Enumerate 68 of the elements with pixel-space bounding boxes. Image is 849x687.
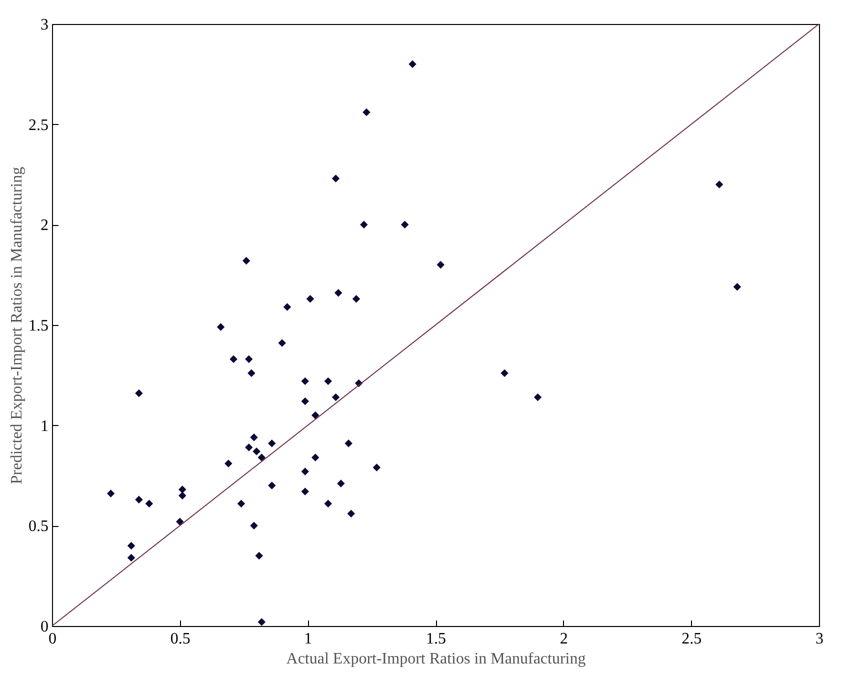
y-tick-label: 2 — [40, 217, 48, 234]
point — [244, 444, 253, 452]
point — [372, 464, 381, 472]
y-tick-label: 3 — [40, 16, 48, 34]
point — [135, 496, 143, 504]
point — [283, 303, 292, 311]
point — [250, 522, 258, 530]
x-tick-label: 1.5 — [426, 630, 446, 648]
point — [145, 500, 154, 508]
point — [500, 369, 508, 378]
point — [306, 295, 314, 303]
point — [400, 220, 409, 229]
point — [715, 180, 724, 188]
x-tick-label: 0.5 — [170, 630, 190, 648]
point — [242, 256, 250, 265]
point — [324, 500, 332, 508]
point — [301, 488, 309, 496]
point — [178, 486, 186, 494]
point — [324, 377, 332, 386]
point — [106, 490, 115, 498]
point — [255, 552, 263, 560]
point — [332, 174, 340, 182]
point — [436, 260, 444, 269]
point — [352, 295, 360, 303]
point — [268, 440, 276, 448]
point — [360, 220, 368, 229]
y-tick-label: 2.5 — [28, 116, 48, 134]
x-tick-label: 3 — [816, 630, 824, 648]
point — [332, 393, 340, 402]
x-axis-title: Actual Export-Import Ratios in Manufacturing — [286, 650, 586, 668]
point — [408, 60, 416, 68]
y-tick-label: 1 — [40, 418, 48, 435]
point — [344, 440, 352, 448]
point — [278, 339, 286, 347]
point — [534, 393, 542, 402]
point — [127, 542, 136, 550]
point — [244, 355, 253, 363]
point — [127, 554, 136, 562]
x-tick-label: 2 — [560, 630, 568, 648]
point — [733, 283, 742, 291]
point — [250, 434, 258, 442]
point — [224, 460, 232, 468]
point — [362, 108, 370, 116]
point — [311, 411, 320, 420]
point — [301, 397, 309, 406]
point — [248, 369, 256, 378]
point — [216, 323, 225, 331]
point — [135, 389, 143, 398]
x-tick-label: 1 — [304, 630, 312, 648]
point — [258, 454, 266, 462]
point — [301, 377, 309, 386]
point — [311, 454, 320, 462]
y-tick-label: 0.5 — [28, 518, 48, 536]
point — [176, 518, 184, 526]
point — [301, 468, 309, 476]
point — [237, 500, 246, 508]
point — [268, 482, 276, 490]
x-tick-label: 2.5 — [682, 630, 702, 648]
y-tick-label: 0 — [40, 618, 48, 636]
point — [178, 492, 186, 500]
point — [334, 289, 342, 297]
point — [347, 510, 356, 518]
point — [258, 618, 266, 626]
point — [337, 480, 345, 488]
y-axis-title: Predicted Export-Import Ratios in Manufacturing — [8, 166, 26, 484]
y-tick-label: 1.5 — [28, 318, 48, 334]
point — [230, 355, 238, 363]
point — [252, 448, 260, 456]
